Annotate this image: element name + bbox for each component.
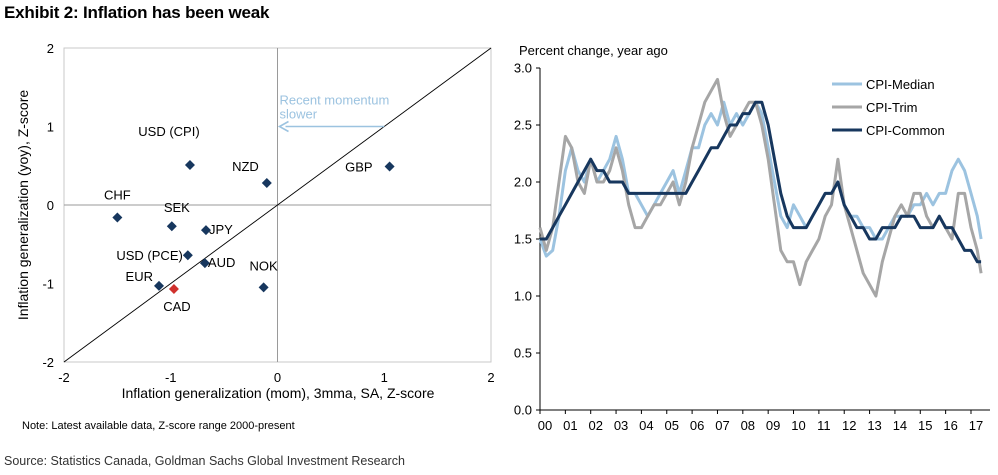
scatter-point-label-nzd: NZD xyxy=(232,159,259,174)
line-chart-x-tick-label: 03 xyxy=(614,418,628,433)
line-chart-x-tick-label: 01 xyxy=(563,418,577,433)
legend-label-cpi-common: CPI-Common xyxy=(866,123,945,138)
scatter-x-tick-label: 1 xyxy=(381,370,388,385)
scatter-point-gbp xyxy=(384,161,395,172)
scatter-point-chf xyxy=(112,212,123,223)
line-chart-y-tick-label: 1.0 xyxy=(514,289,532,304)
line-chart: Percent change, year ago 0.0 0.5 1.0 1.5 2.0… xyxy=(514,43,990,433)
line-chart-x-tick-label: 17 xyxy=(969,418,983,433)
series-line-cpi-trim xyxy=(538,77,983,298)
momentum-arrow-head xyxy=(277,120,289,133)
scatter-point-nzd xyxy=(261,178,272,189)
scatter-note: Note: Latest available data, Z-score ran… xyxy=(22,420,295,432)
scatter-point-label-usd-cpi: USD (CPI) xyxy=(138,124,199,139)
scatter-point-eur xyxy=(154,280,165,291)
line-chart-x-tick-label: 15 xyxy=(918,418,932,433)
scatter-point-label-aud: AUD xyxy=(208,255,235,270)
scatter-point-usd-pce xyxy=(182,250,193,261)
line-chart-x-tick-label: 16 xyxy=(943,418,957,433)
line-chart-x-tick-label: 06 xyxy=(690,418,704,433)
legend-label-cpi-trim: CPI-Trim xyxy=(866,100,918,115)
scatter-point-cad xyxy=(168,283,179,294)
scatter-y-tick-label: 0 xyxy=(47,198,54,213)
scatter-point-nok xyxy=(258,282,269,293)
scatter-diagonal xyxy=(63,47,492,363)
line-chart-x-tick-label: 04 xyxy=(639,418,653,433)
momentum-annotation-line2: slower xyxy=(280,107,318,122)
scatter-point-sek xyxy=(166,221,177,232)
scatter-y-axis-label: Inflation generalization (yoy), Z-score xyxy=(15,90,31,321)
scatter-point-usd-cpi xyxy=(184,159,195,170)
scatter-point-label-chf: CHF xyxy=(104,188,131,203)
line-chart-y-tick-label: 0.5 xyxy=(514,346,532,361)
line-chart-x-tick-label: 09 xyxy=(766,418,780,433)
line-chart-x-tick-label: 13 xyxy=(867,418,881,433)
momentum-annotation-line1: Recent momentum xyxy=(280,93,390,108)
scatter-point-label-nok: NOK xyxy=(250,258,279,273)
scatter-point-label-jpy: JPY xyxy=(209,222,233,237)
line-chart-x-tick-label: 02 xyxy=(588,418,602,433)
scatter-point-label-gbp: GBP xyxy=(345,160,372,175)
series-line-cpi-common xyxy=(540,100,982,264)
legend-label-cpi-median: CPI-Median xyxy=(866,77,935,92)
scatter-point-label-eur: EUR xyxy=(126,269,153,284)
scatter-points: USD (CPI) NZD GBP CHF SEK JPY USD (PCE) AUD EUR C… xyxy=(104,124,395,314)
line-chart-axes: 0.0 0.5 1.0 1.5 2.0 2.5 3.0 00 01 02 03 04 05 06 07 08 0… xyxy=(514,61,990,433)
line-chart-y-tick-label: 1.5 xyxy=(514,232,532,247)
diagonal-line xyxy=(63,47,492,363)
scatter-x-tick-label: -2 xyxy=(58,370,70,385)
scatter-point-jpy xyxy=(200,225,211,236)
scatter-y-tick-label: -2 xyxy=(42,355,54,370)
line-chart-x-tick-label: 10 xyxy=(791,418,805,433)
scatter-point-label-usd-pce: USD (PCE) xyxy=(116,248,182,263)
scatter-x-axis-label: Inflation generalization (mom), 3mma, SA… xyxy=(122,385,435,401)
line-chart-y-tick-label: 3.0 xyxy=(514,61,532,76)
line-chart-x-tick-label: 08 xyxy=(741,418,755,433)
scatter-y-tick-label: -1 xyxy=(42,277,54,292)
line-chart-x-tick-label: 14 xyxy=(893,418,907,433)
line-chart-y-tick-label: 0.0 xyxy=(514,403,532,418)
line-chart-series xyxy=(538,77,983,298)
scatter-point-aud xyxy=(199,258,210,269)
scatter-x-tick-label: -1 xyxy=(165,370,177,385)
scatter-point-label-sek: SEK xyxy=(164,200,190,215)
line-chart-y-tick-label: 2.5 xyxy=(514,118,532,133)
scatter-x-tick-label: 2 xyxy=(487,370,494,385)
line-chart-legend: CPI-Median CPI-Trim CPI-Common xyxy=(832,77,945,138)
source-note: Source: Statistics Canada, Goldman Sachs… xyxy=(4,454,405,468)
scatter-x-tick-label: 0 xyxy=(274,370,281,385)
line-chart-x-tick-label: 11 xyxy=(817,418,831,433)
scatter-point-label-cad: CAD xyxy=(163,299,190,314)
scatter-tick-labels: -2 -1 0 1 2 -2 -1 0 1 2 xyxy=(42,41,494,385)
line-chart-x-tick-label: 00 xyxy=(538,418,552,433)
line-chart-y-tick-label: 2.0 xyxy=(514,175,532,190)
line-chart-x-tick-label: 07 xyxy=(715,418,729,433)
line-chart-x-tick-label: 12 xyxy=(842,418,856,433)
scatter-y-tick-label: 2 xyxy=(47,41,54,56)
exhibit-title: Exhibit 2: Inflation has been weak xyxy=(4,3,270,22)
line-chart-x-tick-label: 05 xyxy=(665,418,679,433)
scatter-y-tick-label: 1 xyxy=(47,120,54,135)
line-chart-y-axis-title: Percent change, year ago xyxy=(519,43,668,58)
